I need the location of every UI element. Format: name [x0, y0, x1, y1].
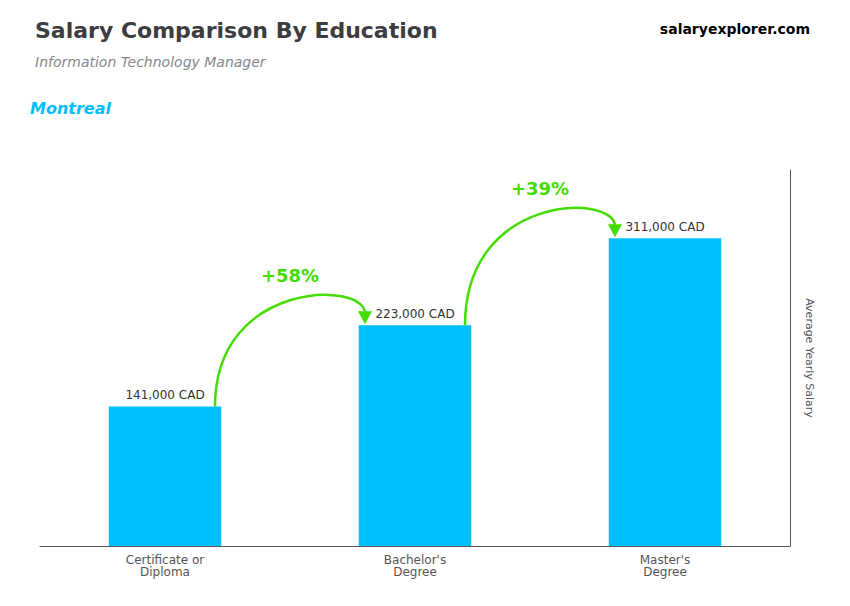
- svg-text:Certificate or: Certificate or: [125, 553, 205, 567]
- svg-text:141,000 CAD: 141,000 CAD: [125, 388, 204, 402]
- svg-text:+58%: +58%: [261, 265, 319, 286]
- svg-text:223,000 CAD: 223,000 CAD: [375, 307, 454, 321]
- svg-text:Degree: Degree: [393, 565, 437, 579]
- svg-text:+39%: +39%: [511, 178, 569, 199]
- svg-text:311,000 CAD: 311,000 CAD: [625, 220, 704, 234]
- svg-text:Diploma: Diploma: [140, 565, 190, 579]
- svg-text:Salary Comparison By Education: Salary Comparison By Education: [35, 18, 438, 43]
- svg-text:Bachelor's: Bachelor's: [383, 553, 447, 567]
- svg-text:Montreal: Montreal: [30, 99, 111, 118]
- svg-text:Degree: Degree: [643, 565, 687, 579]
- svg-text:Average Yearly Salary: Average Yearly Salary: [803, 298, 816, 418]
- svg-text:salary: salary: [660, 21, 708, 37]
- svg-text:Master's: Master's: [639, 553, 691, 567]
- svg-text:explorer.com: explorer.com: [708, 21, 810, 37]
- svg-text:Information Technology Manager: Information Technology Manager: [35, 54, 267, 70]
